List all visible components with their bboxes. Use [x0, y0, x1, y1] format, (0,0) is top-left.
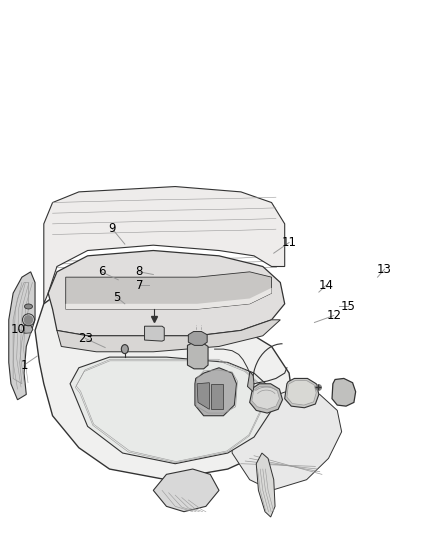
Polygon shape: [66, 288, 272, 309]
Polygon shape: [44, 187, 285, 304]
Text: 6: 6: [98, 265, 106, 278]
Polygon shape: [285, 378, 319, 408]
Text: 1: 1: [20, 359, 28, 372]
Text: 11: 11: [282, 236, 297, 249]
Polygon shape: [252, 386, 279, 409]
Text: 8: 8: [136, 265, 143, 278]
Circle shape: [25, 316, 32, 324]
Text: 23: 23: [78, 332, 93, 345]
Polygon shape: [187, 343, 208, 369]
Polygon shape: [197, 383, 209, 409]
Polygon shape: [332, 378, 356, 406]
Polygon shape: [287, 381, 316, 405]
Polygon shape: [188, 332, 207, 345]
Text: 7: 7: [135, 279, 143, 292]
Text: 15: 15: [341, 300, 356, 313]
Polygon shape: [48, 251, 285, 336]
Polygon shape: [232, 389, 342, 490]
Polygon shape: [70, 357, 272, 464]
Text: 10: 10: [11, 323, 26, 336]
Text: 14: 14: [319, 279, 334, 292]
Text: 12: 12: [326, 309, 341, 322]
Polygon shape: [195, 368, 237, 416]
Polygon shape: [57, 320, 280, 352]
Polygon shape: [250, 384, 283, 413]
Polygon shape: [153, 469, 219, 512]
Polygon shape: [145, 326, 164, 341]
Polygon shape: [211, 384, 223, 409]
Text: 9: 9: [108, 222, 116, 235]
Polygon shape: [66, 272, 272, 309]
Polygon shape: [9, 272, 35, 400]
Text: 5: 5: [113, 291, 120, 304]
Polygon shape: [35, 288, 293, 480]
Polygon shape: [256, 453, 275, 517]
Polygon shape: [247, 372, 254, 392]
Ellipse shape: [121, 345, 128, 353]
Ellipse shape: [25, 304, 32, 309]
Text: 13: 13: [377, 263, 392, 276]
Polygon shape: [24, 325, 33, 333]
